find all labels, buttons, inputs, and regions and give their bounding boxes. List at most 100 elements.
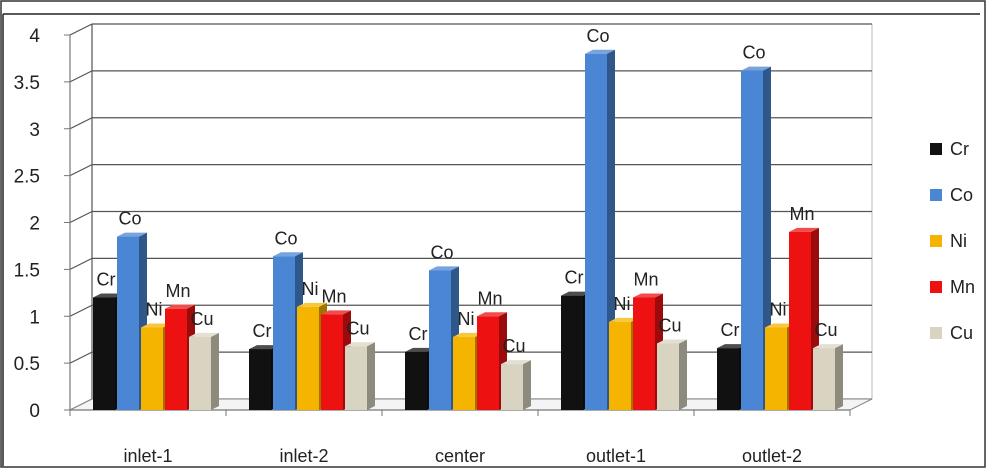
bar-front-face bbox=[717, 348, 739, 410]
gridline-side bbox=[69, 257, 93, 270]
bar-top-face bbox=[717, 344, 747, 349]
legend: Cr Co Ni Mn Cu bbox=[930, 139, 975, 343]
bar-data-label: Cu bbox=[502, 336, 525, 356]
bar-top-face bbox=[477, 312, 507, 317]
bar-top-face bbox=[585, 49, 615, 54]
bar-front-face bbox=[273, 256, 295, 410]
y-tick-label: 3 bbox=[29, 120, 40, 141]
bar-top-face bbox=[345, 342, 375, 347]
bar-top-face bbox=[405, 347, 435, 352]
bar-top-face bbox=[609, 317, 639, 322]
bar-side-face bbox=[523, 360, 531, 410]
bar-data-label: Ni bbox=[302, 279, 319, 299]
bar bbox=[585, 49, 615, 410]
bar-front-face bbox=[633, 297, 655, 410]
y-tick-label: 1 bbox=[29, 307, 40, 328]
legend-label: Cr bbox=[950, 139, 969, 159]
bar-data-label: Cu bbox=[190, 309, 213, 329]
bar-front-face bbox=[141, 327, 163, 410]
x-category-label: inlet-1 bbox=[123, 446, 172, 466]
legend-swatch bbox=[930, 189, 942, 201]
bar-data-label: Co bbox=[118, 209, 141, 229]
bar-data-label: Ni bbox=[146, 300, 163, 320]
bar-front-face bbox=[165, 308, 187, 410]
y-tick-label: 4 bbox=[29, 26, 40, 47]
legend-item: Cu bbox=[930, 323, 973, 343]
x-category-label: inlet-2 bbox=[279, 446, 328, 466]
legend-item: Ni bbox=[930, 231, 967, 251]
gridline-side bbox=[69, 164, 93, 177]
bar-data-label: Mn bbox=[789, 204, 814, 224]
bar-front-face bbox=[813, 348, 835, 410]
bar-data-label: Mn bbox=[165, 281, 190, 301]
bar-top-face bbox=[501, 360, 531, 365]
bar-front-face bbox=[561, 295, 583, 410]
bar-data-label: Ni bbox=[770, 300, 787, 320]
bar-front-face bbox=[345, 346, 367, 410]
gridline-side bbox=[69, 304, 93, 317]
bar-front-face bbox=[321, 314, 343, 410]
bar-top-face bbox=[273, 252, 303, 257]
bar-data-label: Cu bbox=[658, 315, 681, 335]
bar-top-face bbox=[141, 323, 171, 328]
bar-front-face bbox=[453, 336, 475, 410]
bar-top-face bbox=[93, 293, 123, 298]
bar bbox=[345, 342, 375, 410]
y-tick-label: 1.5 bbox=[14, 260, 40, 281]
legend-swatch bbox=[930, 281, 942, 293]
bar-top-face bbox=[561, 291, 591, 296]
bar-top-face bbox=[429, 266, 459, 271]
bar-top-face bbox=[741, 66, 771, 71]
bar-front-face bbox=[93, 297, 115, 410]
legend-swatch bbox=[930, 327, 942, 339]
legend-swatch bbox=[930, 235, 942, 247]
bar bbox=[657, 339, 687, 410]
bar-front-face bbox=[501, 364, 523, 410]
y-tick-labels: 0 0.5 1 1.5 2 2.5 3 3.5 4 bbox=[14, 26, 70, 422]
gridline-side bbox=[69, 210, 93, 224]
bar-front-face bbox=[405, 351, 427, 410]
bar bbox=[189, 332, 219, 410]
bar-front-face bbox=[297, 306, 319, 410]
bar-side-face bbox=[367, 342, 375, 410]
bar-side-face bbox=[679, 339, 687, 410]
bar-data-label: Cr bbox=[409, 324, 428, 344]
legend-swatch bbox=[930, 143, 942, 155]
bar bbox=[813, 344, 843, 410]
y-tick-label: 0.5 bbox=[14, 354, 40, 375]
bar-front-face bbox=[249, 349, 271, 410]
bar-top-face bbox=[165, 304, 195, 309]
bar-top-face bbox=[633, 293, 663, 298]
bar bbox=[501, 360, 531, 410]
bar-data-label: Cr bbox=[253, 321, 272, 341]
bar-front-face bbox=[657, 343, 679, 410]
bar-top-face bbox=[789, 227, 819, 232]
bar-front-face bbox=[477, 316, 499, 410]
bar-front-face bbox=[609, 321, 631, 410]
bar-data-label: Co bbox=[274, 228, 297, 248]
bar-front-face bbox=[789, 231, 811, 410]
bar-top-face bbox=[453, 332, 483, 337]
bar-data-label: Cu bbox=[814, 320, 837, 340]
bar-data-label: Mn bbox=[477, 288, 502, 308]
legend-item: Co bbox=[930, 185, 973, 205]
bar-front-face bbox=[117, 236, 139, 410]
bar-front-face bbox=[585, 53, 607, 410]
bar-top-face bbox=[249, 345, 279, 350]
bar-top-face bbox=[189, 332, 219, 337]
bar-data-label: Cr bbox=[721, 320, 740, 340]
bar-data-label: Co bbox=[430, 242, 453, 262]
gridline-side bbox=[69, 70, 93, 83]
bar-data-label: Co bbox=[586, 26, 609, 46]
bar-data-label: Mn bbox=[633, 270, 658, 290]
y-tick-label: 2.5 bbox=[14, 167, 40, 188]
x-category-label: center bbox=[435, 446, 485, 466]
bar-side-face bbox=[211, 332, 219, 410]
legend-label: Cu bbox=[950, 323, 973, 343]
legend-label: Mn bbox=[950, 277, 975, 297]
bar-front-face bbox=[429, 270, 451, 410]
bar-side-face bbox=[763, 66, 771, 410]
bar-data-label: Mn bbox=[321, 286, 346, 306]
bar-top-face bbox=[657, 339, 687, 344]
